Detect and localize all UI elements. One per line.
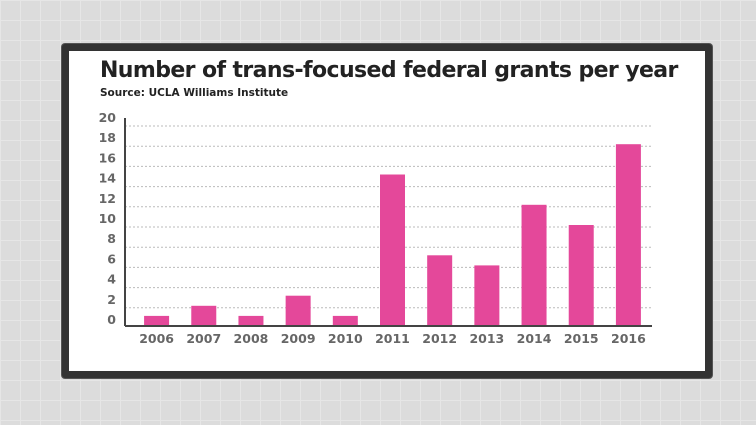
bar-2007 — [191, 305, 217, 326]
chart-title: Number of trans-focused federal grants p… — [100, 58, 678, 83]
bar-2009 — [285, 295, 311, 326]
bar-2008 — [238, 315, 264, 326]
y-tick-label: 12 — [99, 191, 116, 206]
x-tick-label: 2007 — [186, 331, 221, 346]
y-tick-label: 14 — [99, 171, 117, 186]
y-tick-label: 18 — [99, 130, 116, 145]
x-tick-label: 2010 — [328, 331, 363, 346]
bar-2014 — [521, 204, 547, 326]
bar-2006 — [144, 315, 170, 326]
bar-2011 — [380, 174, 405, 326]
x-tick-label: 2016 — [611, 331, 646, 346]
bar-2010 — [332, 315, 358, 326]
x-tick-label: 2006 — [139, 331, 174, 346]
bar-2013 — [474, 265, 500, 326]
x-tick-label: 2009 — [281, 331, 316, 346]
bar-2012 — [427, 255, 453, 326]
x-tick-label: 2008 — [234, 331, 269, 346]
y-tick-label: 16 — [99, 150, 117, 165]
y-tick-label: 20 — [99, 110, 117, 125]
x-tick-label: 2013 — [469, 331, 504, 346]
bar-2015 — [568, 225, 594, 326]
y-tick-label: 8 — [107, 231, 116, 246]
x-tick-label: 2014 — [517, 331, 552, 346]
x-tick-label: 2011 — [375, 331, 410, 346]
x-tick-label: 2012 — [422, 331, 457, 346]
chart-subtitle: Source: UCLA Williams Institute — [100, 87, 289, 99]
y-tick-label: 2 — [107, 292, 116, 307]
y-tick-label: 10 — [99, 211, 117, 226]
y-tick-label: 6 — [107, 251, 116, 266]
y-tick-label: 4 — [107, 272, 116, 287]
y-tick-label: 0 — [107, 312, 116, 327]
bar-2016 — [615, 144, 641, 326]
x-tick-label: 2015 — [564, 331, 599, 346]
